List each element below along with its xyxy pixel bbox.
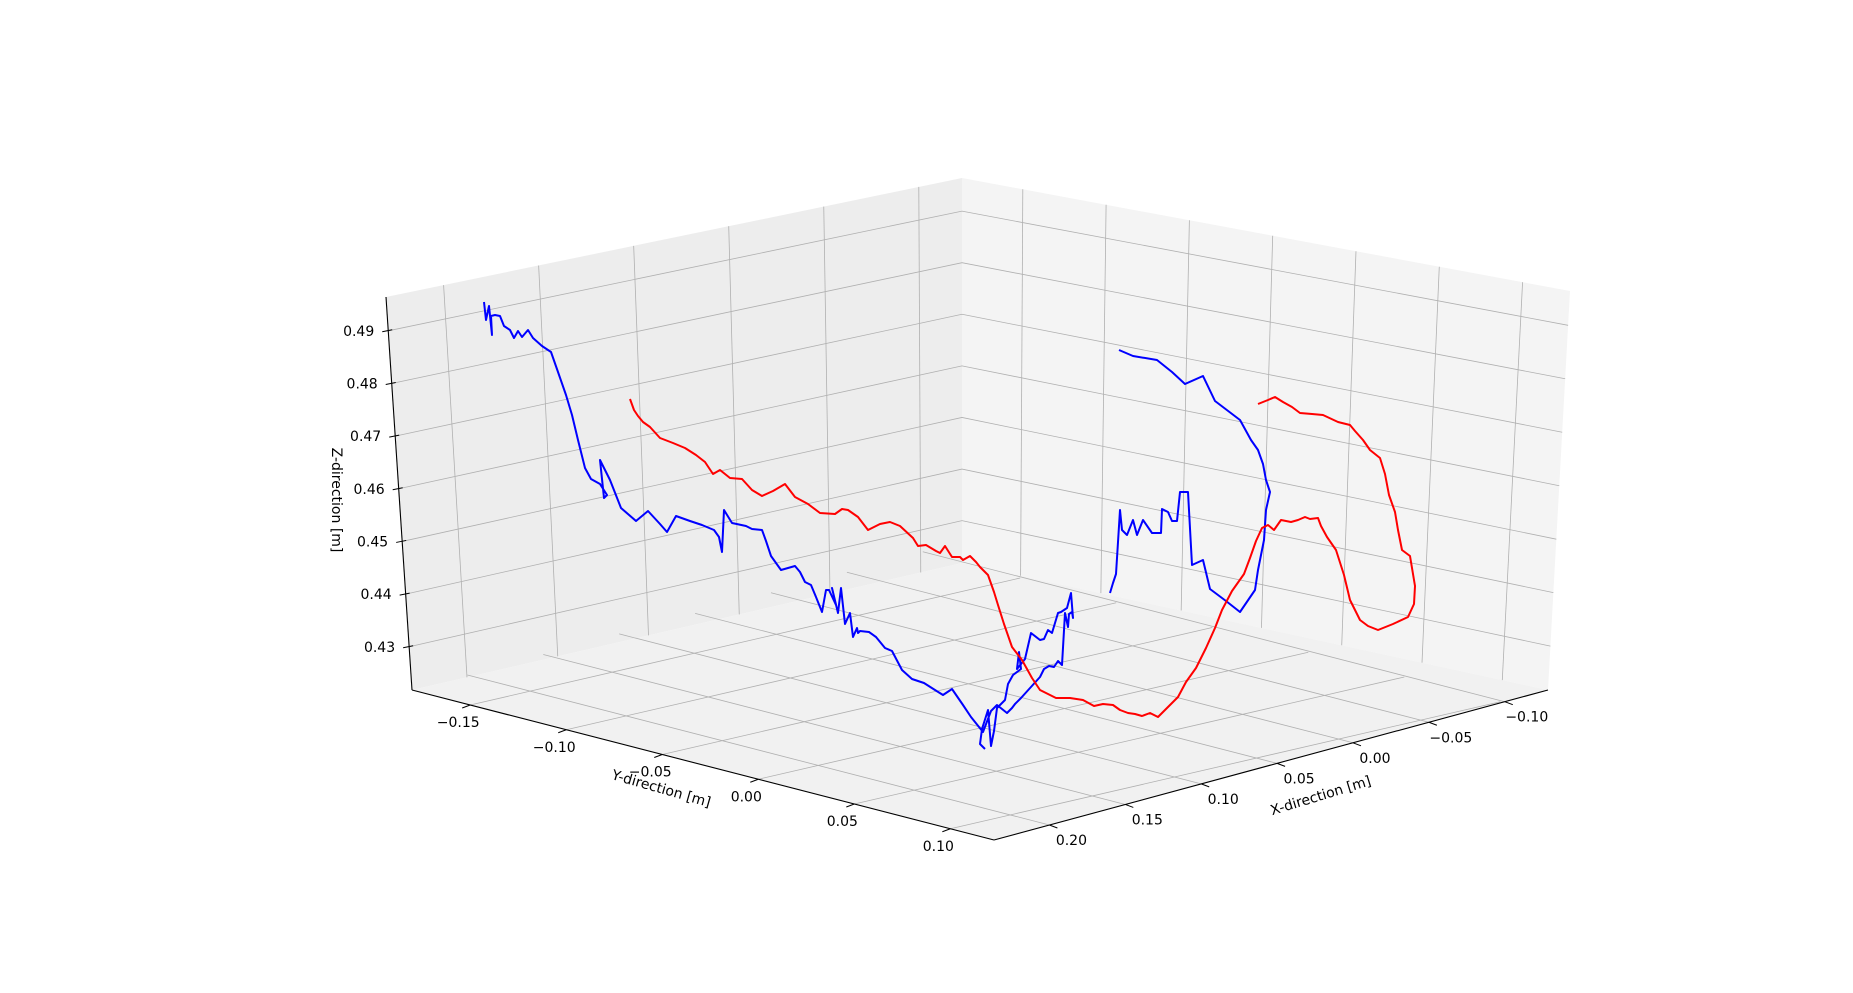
y-tick [654, 754, 663, 758]
y-tick-label: 0.10 [923, 839, 954, 855]
x-gridline-wall [1261, 235, 1274, 628]
y-gridline-wall [538, 265, 559, 657]
y-gridline-floor [470, 577, 1021, 706]
x-tick-label: 0.20 [1056, 833, 1087, 849]
x-tick-label: 0.15 [1132, 812, 1163, 828]
y-tick-label: −0.10 [533, 740, 576, 756]
y-axis-line [411, 689, 995, 841]
x-tick [1428, 721, 1438, 726]
z-tick [385, 381, 396, 385]
z-axis-title: Z-direction [m] [328, 448, 344, 553]
y-gridline-floor [566, 602, 1117, 731]
z-tick-label: 0.43 [364, 640, 395, 656]
x-gridline-floor [770, 592, 1354, 744]
x-gridline-floor [694, 612, 1278, 764]
z-tick-label: 0.49 [343, 324, 374, 340]
series-layer [483, 301, 1416, 750]
y-gridline-floor [950, 701, 1501, 830]
z-gridline [398, 365, 1560, 490]
y-gridline-wall [728, 226, 740, 615]
x-axis-line [993, 689, 1549, 841]
x-tick-label: 0.05 [1284, 771, 1315, 787]
x-tick [1201, 783, 1210, 788]
x-gridline-floor [543, 654, 1126, 805]
x-gridline-wall [1501, 282, 1523, 681]
z-gridline [391, 262, 1566, 384]
y-gridline-floor [854, 676, 1405, 805]
y-tick [462, 704, 471, 709]
x-tick [1125, 803, 1134, 808]
y-gridline-wall [633, 245, 649, 636]
series-red-line [629, 396, 1416, 718]
pane-right-wall [962, 178, 1570, 690]
x-tick-label: −0.10 [1505, 710, 1548, 726]
y-gridline-wall [823, 206, 831, 594]
y-tick [846, 803, 855, 808]
z-tick-label: 0.48 [347, 376, 378, 392]
x-gridline-wall [1020, 189, 1024, 576]
pane-floor [412, 563, 1548, 840]
x-gridline-floor [467, 674, 1050, 826]
z-tick [382, 329, 393, 333]
z-tick [392, 487, 403, 491]
x-tick [1352, 742, 1362, 747]
z-axis-line [385, 296, 413, 691]
x-gridline-wall [1100, 204, 1107, 594]
z-gridline [409, 520, 1551, 648]
y-tick-label: 0.00 [731, 789, 762, 805]
z-tick [396, 539, 407, 543]
x-tick [1504, 701, 1513, 706]
y-gridline-wall [443, 285, 468, 678]
y-tick [558, 729, 567, 734]
x-gridline-floor [922, 551, 1505, 703]
y-tick-label: 0.05 [827, 814, 858, 830]
series-blue-line-a [483, 301, 1074, 750]
z-gridline [388, 210, 1569, 332]
y-tick-label: −0.15 [437, 715, 480, 731]
z-tick-label: 0.45 [357, 534, 388, 550]
z-tick [403, 645, 414, 649]
x-gridline-wall [1421, 266, 1440, 663]
x-tick-label: −0.05 [1429, 730, 1472, 746]
z-tick-label: 0.46 [354, 482, 385, 498]
x-tick [1276, 762, 1286, 767]
z-gridline [405, 468, 1554, 595]
x-tick-label: 0.00 [1359, 751, 1390, 767]
z-tick [389, 434, 400, 438]
x-gridline-wall [1180, 220, 1190, 611]
x-gridline-floor [619, 633, 1202, 785]
x-gridline-floor [846, 571, 1429, 723]
y-gridline-floor [758, 651, 1309, 780]
z-tick-label: 0.44 [360, 587, 391, 603]
z-tick [399, 592, 410, 596]
y-tick-label: −0.05 [629, 765, 672, 781]
y-gridline-wall [918, 186, 922, 573]
y-tick [942, 828, 951, 833]
x-tick [1049, 824, 1058, 829]
axes [382, 296, 1549, 841]
z-gridline [402, 417, 1557, 542]
series-blue-line-b [1109, 349, 1271, 613]
z-gridline [395, 313, 1563, 437]
pane-left-wall [386, 178, 962, 690]
z-tick-label: 0.47 [350, 429, 381, 445]
y-tick [750, 778, 759, 783]
x-tick-label: 0.10 [1208, 792, 1239, 808]
grid-lines [388, 186, 1569, 830]
tick-labels: 0.43 0.44 0.45 0.46 0.47 0.48 0.49 −0.15 −0.10 −0… [343, 324, 1548, 855]
